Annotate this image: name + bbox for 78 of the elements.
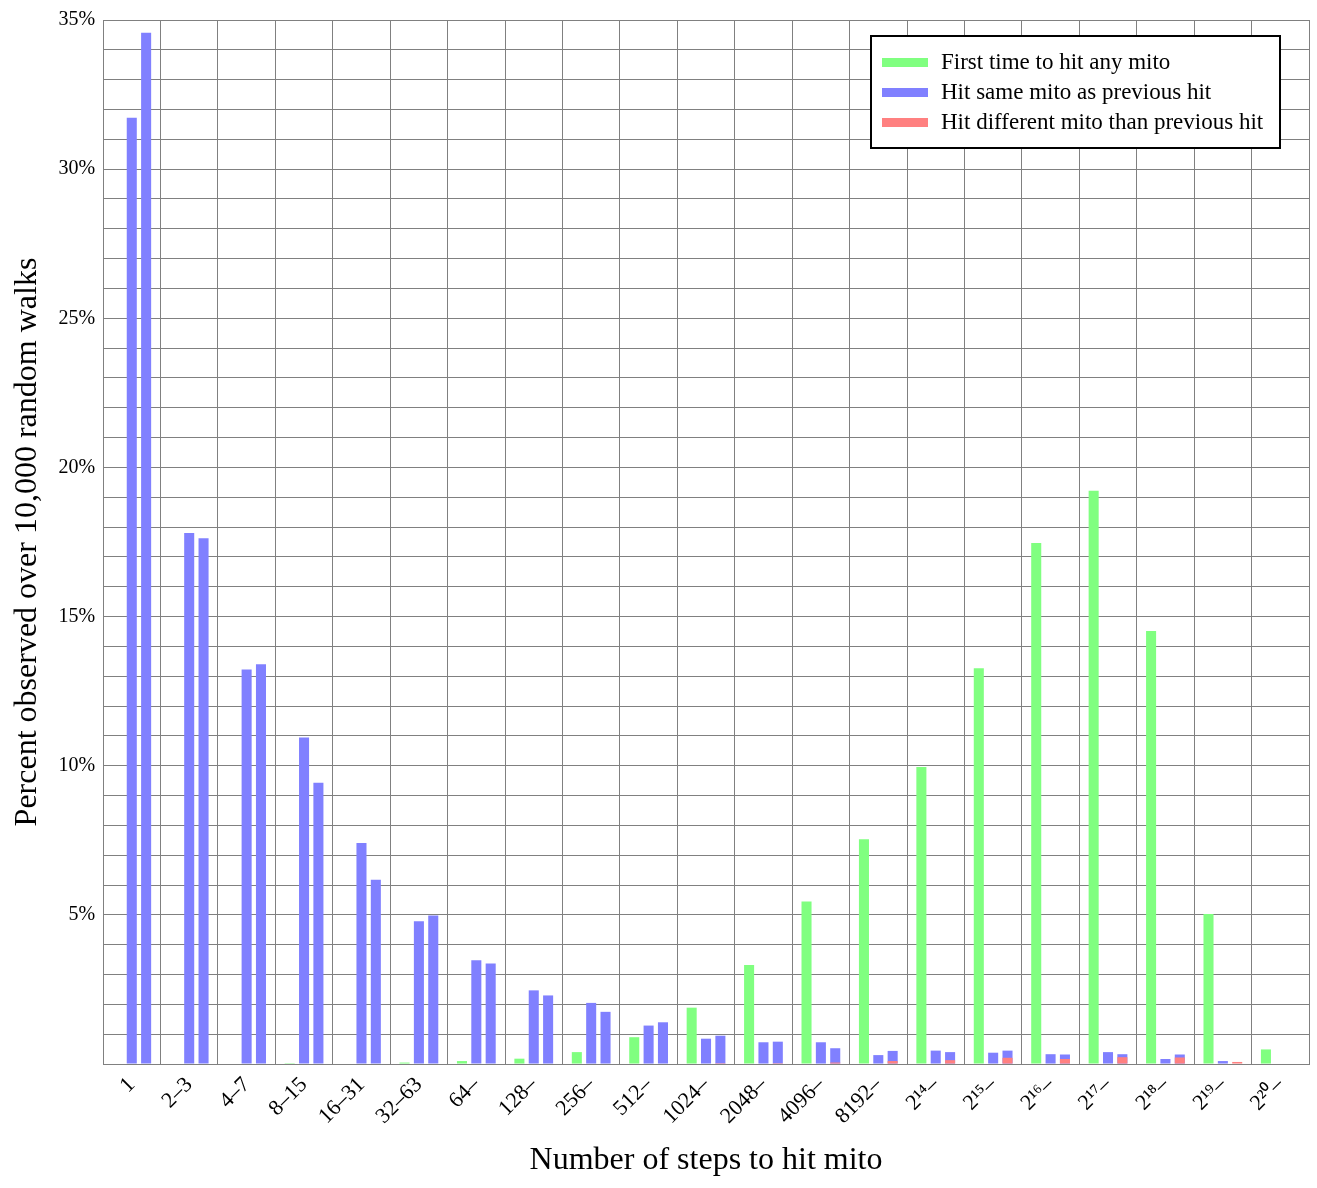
x-tick-label: 2¹⁴–	[900, 1070, 945, 1115]
bar	[1088, 490, 1099, 1064]
bar	[313, 782, 324, 1064]
bar	[456, 1061, 467, 1064]
x-axis-title: Number of steps to hit mito	[529, 1140, 883, 1177]
bar	[1059, 1058, 1070, 1064]
x-tick-label: 128–	[492, 1070, 543, 1121]
bar	[126, 117, 137, 1064]
bar	[1045, 1054, 1056, 1064]
bar	[686, 1007, 697, 1064]
bar	[657, 1022, 668, 1064]
bar	[887, 1061, 898, 1064]
bar	[973, 668, 984, 1064]
bar	[428, 915, 439, 1064]
bar	[1002, 1057, 1013, 1064]
y-tick-label: 35%	[58, 7, 96, 30]
x-tick-label: 64–	[442, 1070, 485, 1113]
bar	[528, 990, 539, 1064]
bar	[1102, 1052, 1114, 1064]
x-tick-label: 2¹⁸–	[1129, 1070, 1174, 1115]
bar	[543, 995, 554, 1064]
bar	[1031, 542, 1042, 1064]
x-tick-label: 2–3	[155, 1071, 197, 1113]
x-tick-label: 512–	[607, 1070, 657, 1121]
bar	[715, 1035, 726, 1064]
bar	[945, 1060, 956, 1064]
bar	[255, 664, 267, 1064]
bar	[744, 965, 755, 1064]
bar	[184, 533, 195, 1064]
bar	[701, 1038, 712, 1064]
y-axis-title: Percent observed over 10,000 random walks	[6, 257, 43, 827]
bar	[916, 766, 927, 1064]
bar	[485, 963, 496, 1064]
bar	[586, 1002, 597, 1064]
bar	[830, 1048, 841, 1064]
bar	[629, 1037, 640, 1064]
y-tick-label: 30%	[58, 156, 96, 179]
legend-label: First time to hit any mito	[941, 48, 1171, 76]
bar	[356, 843, 367, 1064]
x-tick-label: 2¹⁶–	[1014, 1070, 1059, 1115]
x-tick-label: 256–	[550, 1070, 600, 1121]
bar	[1260, 1049, 1271, 1064]
bar	[1146, 630, 1157, 1064]
x-tick-label: 1	[113, 1071, 140, 1097]
bar	[1160, 1058, 1171, 1064]
y-tick-label: 10%	[58, 752, 96, 775]
bar	[1203, 914, 1214, 1064]
y-tick-label: 25%	[58, 305, 96, 328]
bar	[643, 1025, 654, 1064]
x-tick-label: 2¹⁷–	[1072, 1070, 1117, 1115]
bar	[241, 669, 252, 1064]
bar	[600, 1011, 611, 1064]
bar	[801, 901, 812, 1064]
bar	[1217, 1061, 1228, 1064]
bar	[815, 1042, 826, 1064]
bar	[988, 1052, 999, 1064]
x-tick-label: 2²⁰–	[1244, 1070, 1289, 1115]
bar	[772, 1041, 783, 1064]
y-tick-label: 15%	[58, 603, 96, 626]
bar	[471, 960, 482, 1064]
bar	[571, 1052, 582, 1064]
bar	[141, 32, 152, 1064]
bar	[858, 839, 869, 1064]
y-tick-label: 5%	[68, 902, 96, 925]
bar	[514, 1058, 525, 1064]
x-tick-label: 2¹⁵–	[957, 1070, 1002, 1115]
bar	[758, 1042, 769, 1064]
x-tick-label: 4–7	[213, 1071, 255, 1113]
bar	[873, 1055, 884, 1064]
bar	[370, 879, 381, 1064]
bar	[299, 737, 310, 1064]
y-tick-label: 20%	[58, 454, 96, 477]
bar	[198, 538, 209, 1064]
legend-label: Hit different mito than previous hit	[941, 108, 1264, 136]
bar	[413, 921, 424, 1064]
x-tick-label: 2¹⁹–	[1187, 1070, 1232, 1115]
legend-label: Hit same mito as previous hit	[941, 78, 1212, 106]
bar	[930, 1050, 941, 1064]
